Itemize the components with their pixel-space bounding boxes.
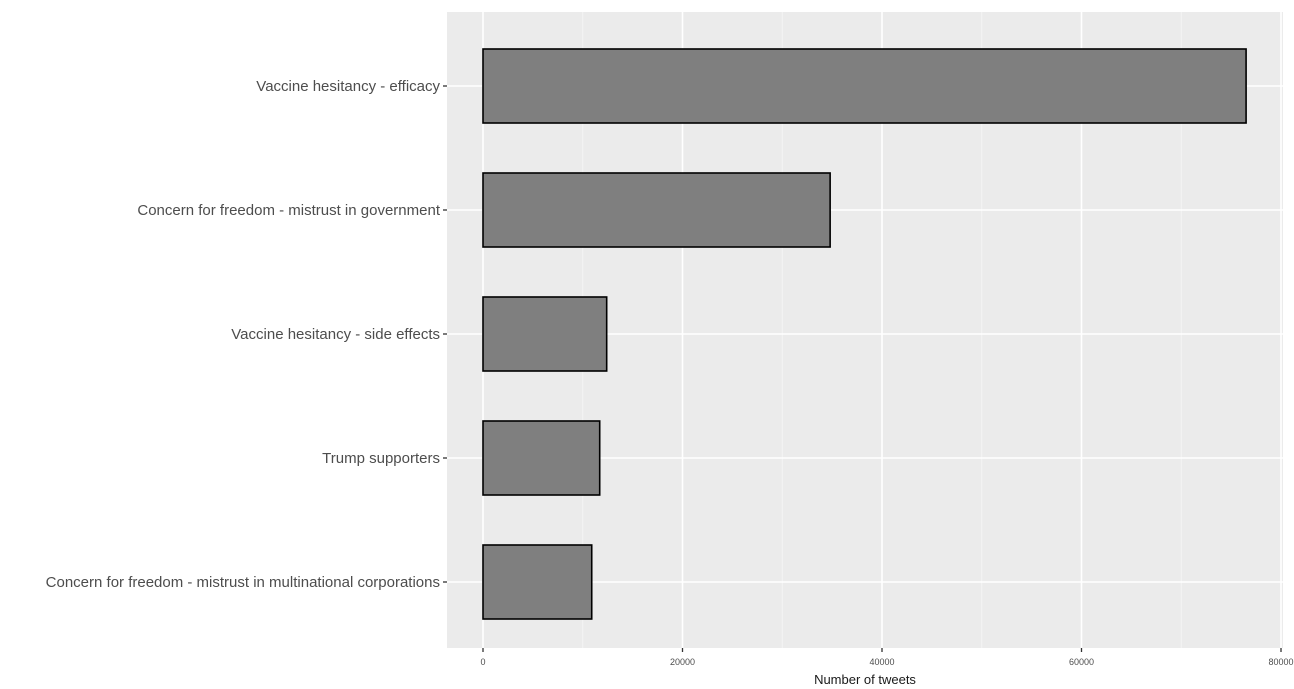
bar (482, 172, 831, 248)
bars-layer (482, 48, 1247, 620)
y-tick-label: Trump supporters (322, 450, 440, 467)
bar (482, 544, 593, 620)
y-tick-label: Concern for freedom - mistrust in multin… (46, 574, 440, 591)
y-tick-label: Vaccine hesitancy - efficacy (256, 78, 440, 95)
x-axis: 0 20000 40000 60000 80000 (480, 648, 1294, 667)
x-tick-label: 20000 (670, 657, 695, 667)
x-tick-label: 0 (480, 657, 485, 667)
y-axis: Vaccine hesitancy - efficacy Concern for … (46, 78, 447, 591)
bar (482, 48, 1247, 124)
y-tick-label: Vaccine hesitancy - side effects (231, 326, 440, 343)
bar (482, 420, 601, 496)
x-tick-label: 40000 (869, 657, 894, 667)
x-axis-title: Number of tweets (814, 672, 916, 687)
bar (482, 296, 608, 372)
y-tick-label: Concern for freedom - mistrust in govern… (137, 202, 440, 219)
x-tick-label: 80000 (1268, 657, 1293, 667)
x-tick-label: 60000 (1069, 657, 1094, 667)
